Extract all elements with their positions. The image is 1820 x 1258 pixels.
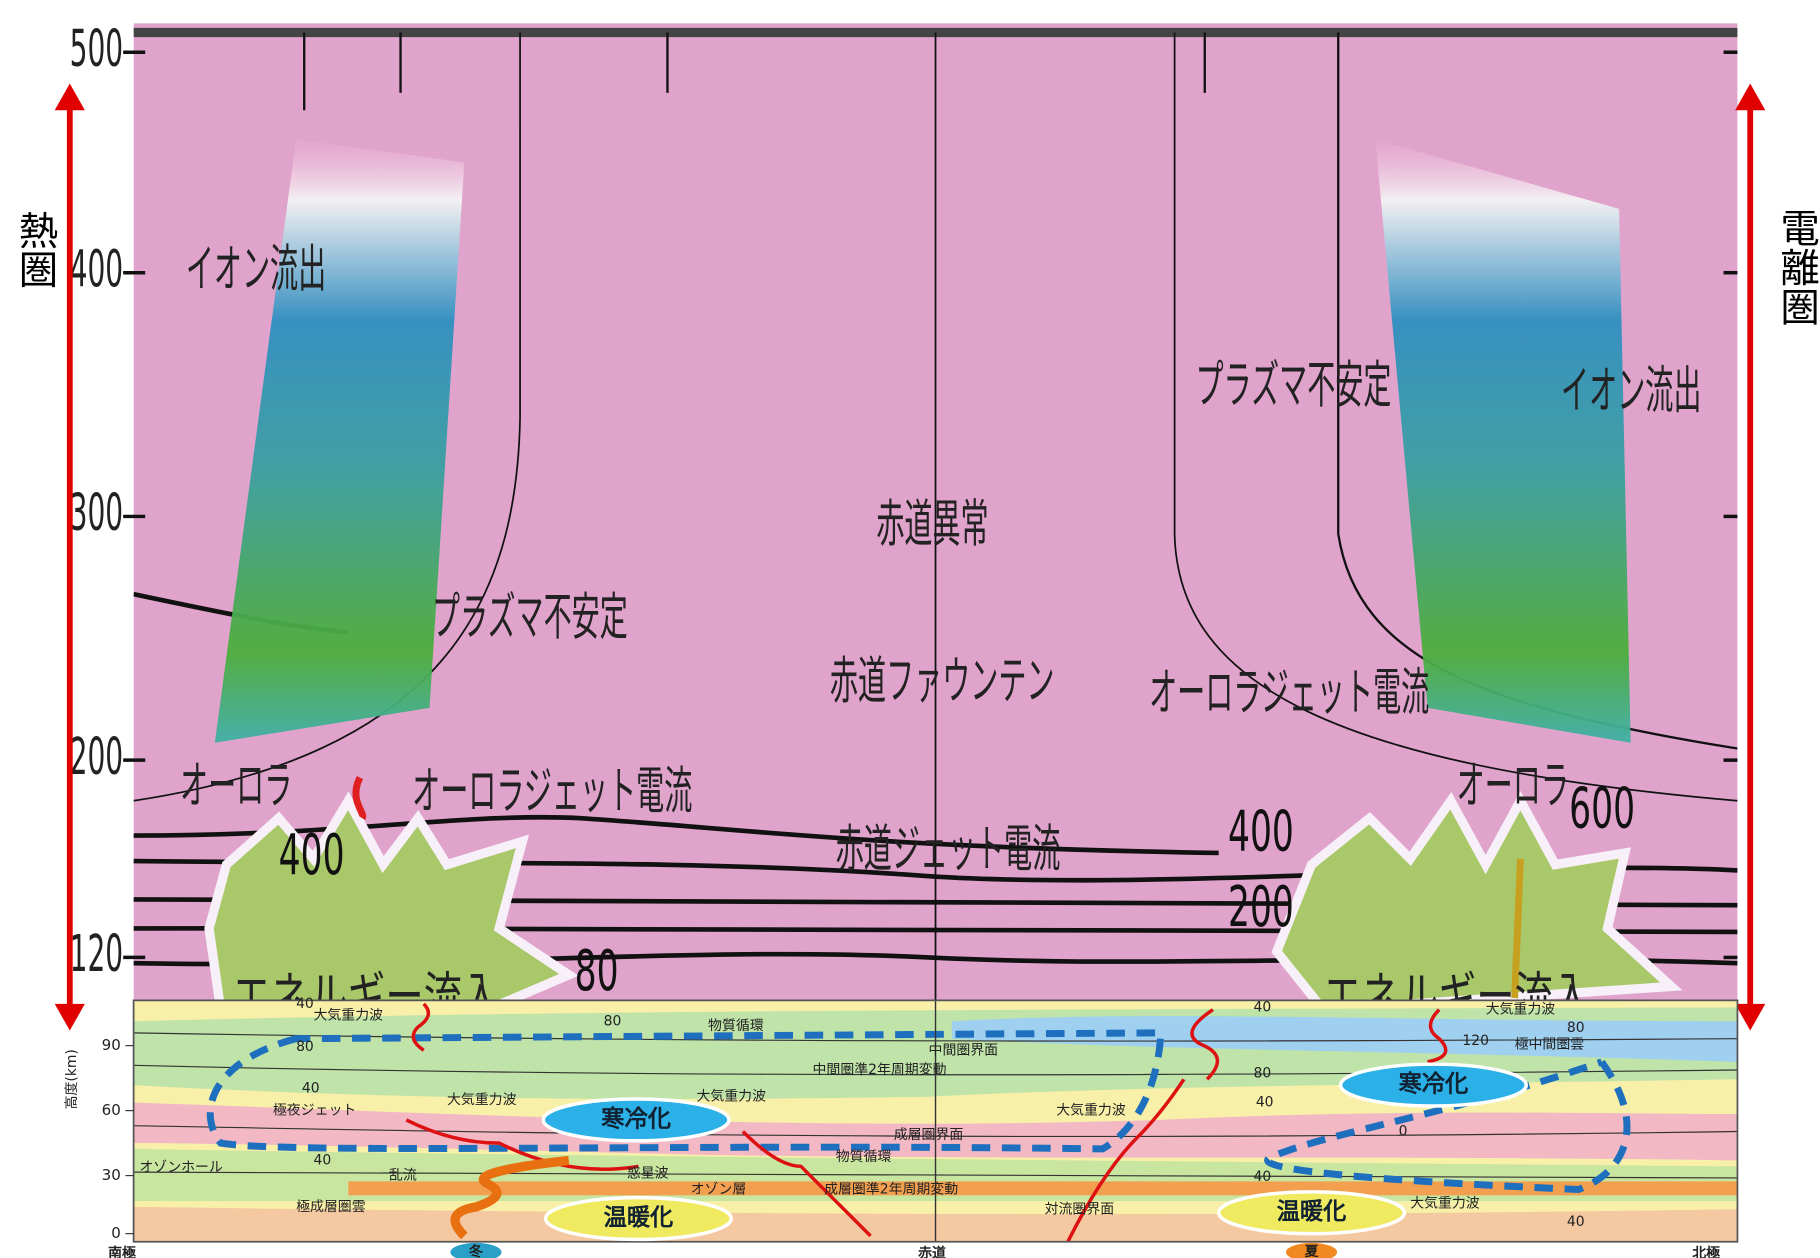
contour-label: 40	[1254, 999, 1272, 1015]
lower-label: 極中間圏雲	[1515, 1036, 1585, 1052]
contour-label: 0	[1399, 1124, 1408, 1140]
lower-label: 極成層圏雲	[296, 1199, 366, 1215]
lower-label: 惑星波	[627, 1165, 669, 1181]
lower-label: 大気重力波	[696, 1089, 766, 1105]
badge-label: 寒冷化	[601, 1105, 671, 1132]
upper-panel: イオン流出プラズマ不安定オーロラオーロラジェット電流赤道異常赤道ファウンテン赤道…	[134, 23, 1738, 1026]
lower-label: 大気重力波	[1486, 1002, 1556, 1018]
badge-label: 温暖化	[1277, 1198, 1347, 1225]
lower-label: オゾン層	[691, 1182, 747, 1198]
lower-label: 物質循環	[836, 1148, 892, 1165]
x-axis-label: 冬	[468, 1243, 484, 1258]
phenomenon-label: オーロラジェット電流	[412, 761, 692, 820]
contour-label: 400	[279, 822, 345, 887]
contour-label: 80	[1567, 1020, 1585, 1036]
lower-label: 物質循環	[708, 1017, 764, 1034]
lower-label: 大気重力波	[1056, 1103, 1126, 1119]
phenomenon-label: 赤道ファウンテン	[830, 651, 1055, 710]
x-axis-label: 赤道	[918, 1244, 946, 1258]
badge-label: 寒冷化	[1399, 1071, 1469, 1098]
lower-label: 大気重力波	[447, 1092, 517, 1108]
badge-label: 温暖化	[604, 1204, 674, 1231]
side-label: 電離圏	[1774, 208, 1820, 326]
lower-label: 乱流	[389, 1168, 417, 1184]
contour-label: 120	[1462, 1033, 1489, 1049]
phenomenon-label: プラズマ不安定	[1195, 355, 1391, 414]
y-tick-label: 300	[70, 483, 124, 542]
contour-label: 200	[1228, 874, 1294, 939]
phenomenon-label: イオン流出	[186, 239, 326, 298]
y-tick-label: 200	[70, 727, 124, 786]
contour-label: 80	[575, 938, 619, 1003]
contour-label: 80	[296, 1039, 314, 1055]
lower-label: オゾンホール	[139, 1159, 223, 1175]
lower-label: 中間圏準2年周期変動	[813, 1062, 947, 1078]
phenomenon-label: プラズマ不安定	[432, 587, 628, 646]
contour-label: 40	[313, 1153, 331, 1169]
contour-label: 80	[1254, 1065, 1272, 1081]
lower-label: 成層圏準2年周期変動	[824, 1182, 958, 1198]
phenomenon-label: オーロラジェット電流	[1149, 663, 1429, 722]
diagram: イオン流出プラズマ不安定オーロラオーロラジェット電流赤道異常赤道ファウンテン赤道…	[0, 0, 1820, 1258]
contour-label: 40	[1254, 1169, 1272, 1185]
contour-label: 40	[1567, 1214, 1585, 1230]
lower-label: 中間圏界面	[929, 1042, 999, 1058]
y-tick-label: 500	[70, 19, 124, 78]
contour-label: 80	[604, 1013, 622, 1029]
side-label: 熱圏	[12, 210, 58, 289]
contour-label: 40	[302, 1081, 320, 1097]
lower-label: 成層圏界面	[894, 1127, 964, 1143]
contour-label: 40	[296, 996, 314, 1012]
phenomenon-label: 赤道異常	[876, 495, 988, 554]
phenomenon-label: イオン流出	[1561, 361, 1701, 420]
axis-title: 高度(km)	[63, 1049, 80, 1109]
contour-label: 600	[1569, 776, 1635, 841]
contour-label: 400	[1228, 799, 1294, 864]
lower-label: 大気重力波	[313, 1007, 383, 1023]
x-axis-label: 夏	[1304, 1243, 1320, 1258]
y-tick-label: 30	[102, 1166, 121, 1184]
lower-label: 対流圏界面	[1045, 1201, 1115, 1217]
phenomenon-label: 赤道ジェット電流	[836, 820, 1061, 879]
lower-label: 大気重力波	[1410, 1195, 1480, 1211]
phenomenon-label: オーロラ	[1457, 756, 1569, 815]
x-axis-label: 北極	[1692, 1244, 1720, 1258]
y-tick-label: 400	[70, 239, 124, 298]
phenomenon-label: オーロラ	[180, 756, 292, 815]
y-tick-label: 60	[102, 1101, 121, 1119]
contour-label: 40	[1256, 1094, 1274, 1110]
y-tick-label: 120	[70, 924, 124, 983]
lower-label: 極夜ジェット	[273, 1103, 356, 1119]
y-tick-label: 90	[102, 1036, 121, 1054]
x-axis-label: 南極	[108, 1244, 136, 1258]
y-tick-label: 0	[111, 1224, 121, 1242]
